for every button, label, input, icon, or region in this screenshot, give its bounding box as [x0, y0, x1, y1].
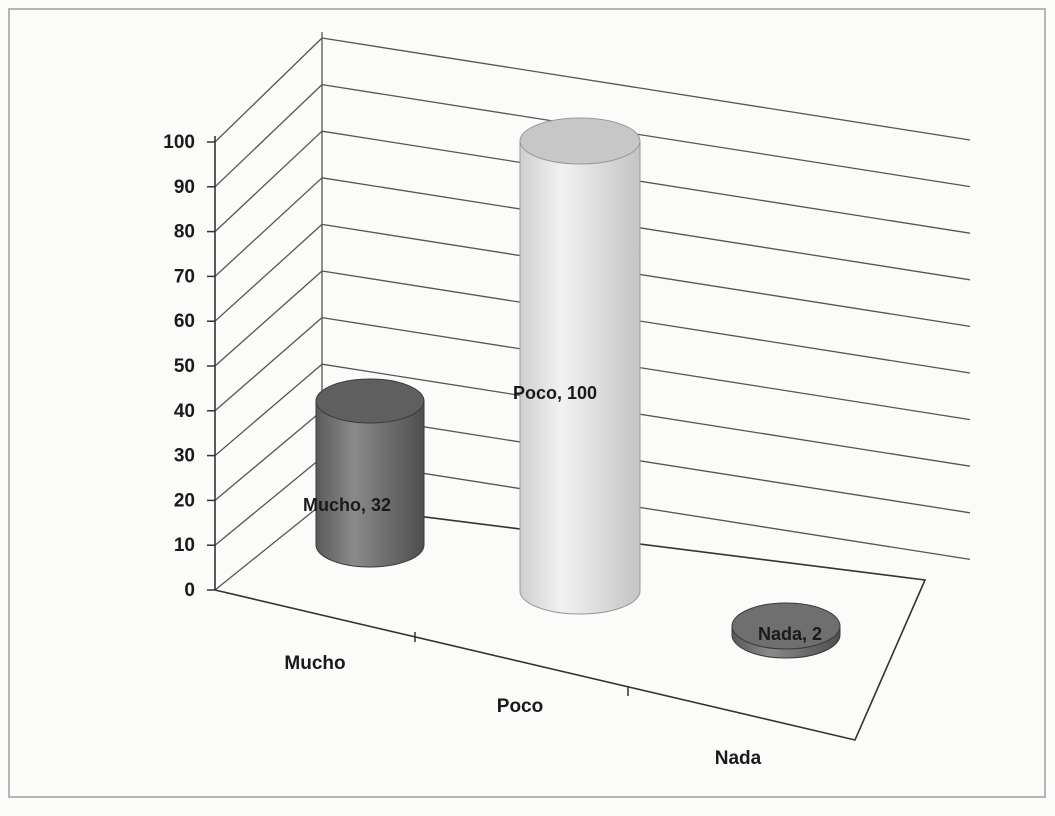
y-tick-label: 0 [184, 580, 195, 601]
cylinder-bar [519, 117, 641, 615]
back-gridline [321, 270, 971, 374]
back-gridline [321, 363, 971, 467]
cylinder-body [315, 400, 425, 568]
y-tick-label: 70 [174, 266, 195, 287]
side-gridline [214, 456, 323, 546]
y-tick-label: 10 [174, 535, 195, 556]
category-label: Mucho [284, 653, 345, 674]
side-gridline [214, 317, 323, 412]
cylinder-top [315, 378, 425, 424]
y-tick-label: 80 [174, 222, 195, 243]
back-gridline [321, 177, 971, 281]
label-layer: Mucho, 32 Poco, 100 Nada, 2 [303, 383, 822, 644]
side-gridline [214, 130, 323, 233]
back-gridline [321, 223, 971, 328]
cylinder-bar [315, 378, 425, 568]
back-gridline [321, 83, 971, 188]
y-tick-label: 50 [174, 356, 195, 377]
category-label: Poco [497, 696, 543, 717]
bars-layer [315, 117, 841, 659]
cylinder-top [731, 602, 841, 650]
y-tick-label: 60 [174, 311, 195, 332]
y-tick-label: 90 [174, 177, 195, 198]
back-gridline [321, 130, 971, 234]
grid-layer [214, 37, 971, 591]
back-gridline [321, 37, 971, 141]
back-gridline [321, 456, 971, 561]
data-label: Nada, 2 [758, 624, 822, 644]
side-gridline [214, 177, 323, 277]
side-gridline [214, 37, 323, 143]
cylinder-top [519, 117, 641, 165]
cylinder-body [519, 140, 641, 615]
back-gridline [321, 316, 971, 421]
side-gridline [214, 363, 323, 457]
data-label: Mucho, 32 [303, 495, 391, 515]
y-tick-label: 20 [174, 490, 195, 511]
side-gridline [214, 223, 323, 322]
axis-layer: 0 10 20 30 40 50 60 70 80 90 100 Mucho Poco Nada [163, 32, 927, 769]
side-gridline [214, 270, 323, 367]
back-gridline [321, 410, 971, 514]
cylinder-bar [731, 602, 841, 659]
side-gridline [214, 84, 323, 188]
side-gridline [214, 410, 323, 501]
category-label: Nada [715, 748, 762, 769]
y-tick-label: 100 [163, 132, 195, 153]
data-label: Poco, 100 [513, 383, 597, 403]
y-tick-label: 40 [174, 401, 195, 422]
y-tick-label: 30 [174, 446, 195, 467]
side-gridline [214, 503, 323, 591]
